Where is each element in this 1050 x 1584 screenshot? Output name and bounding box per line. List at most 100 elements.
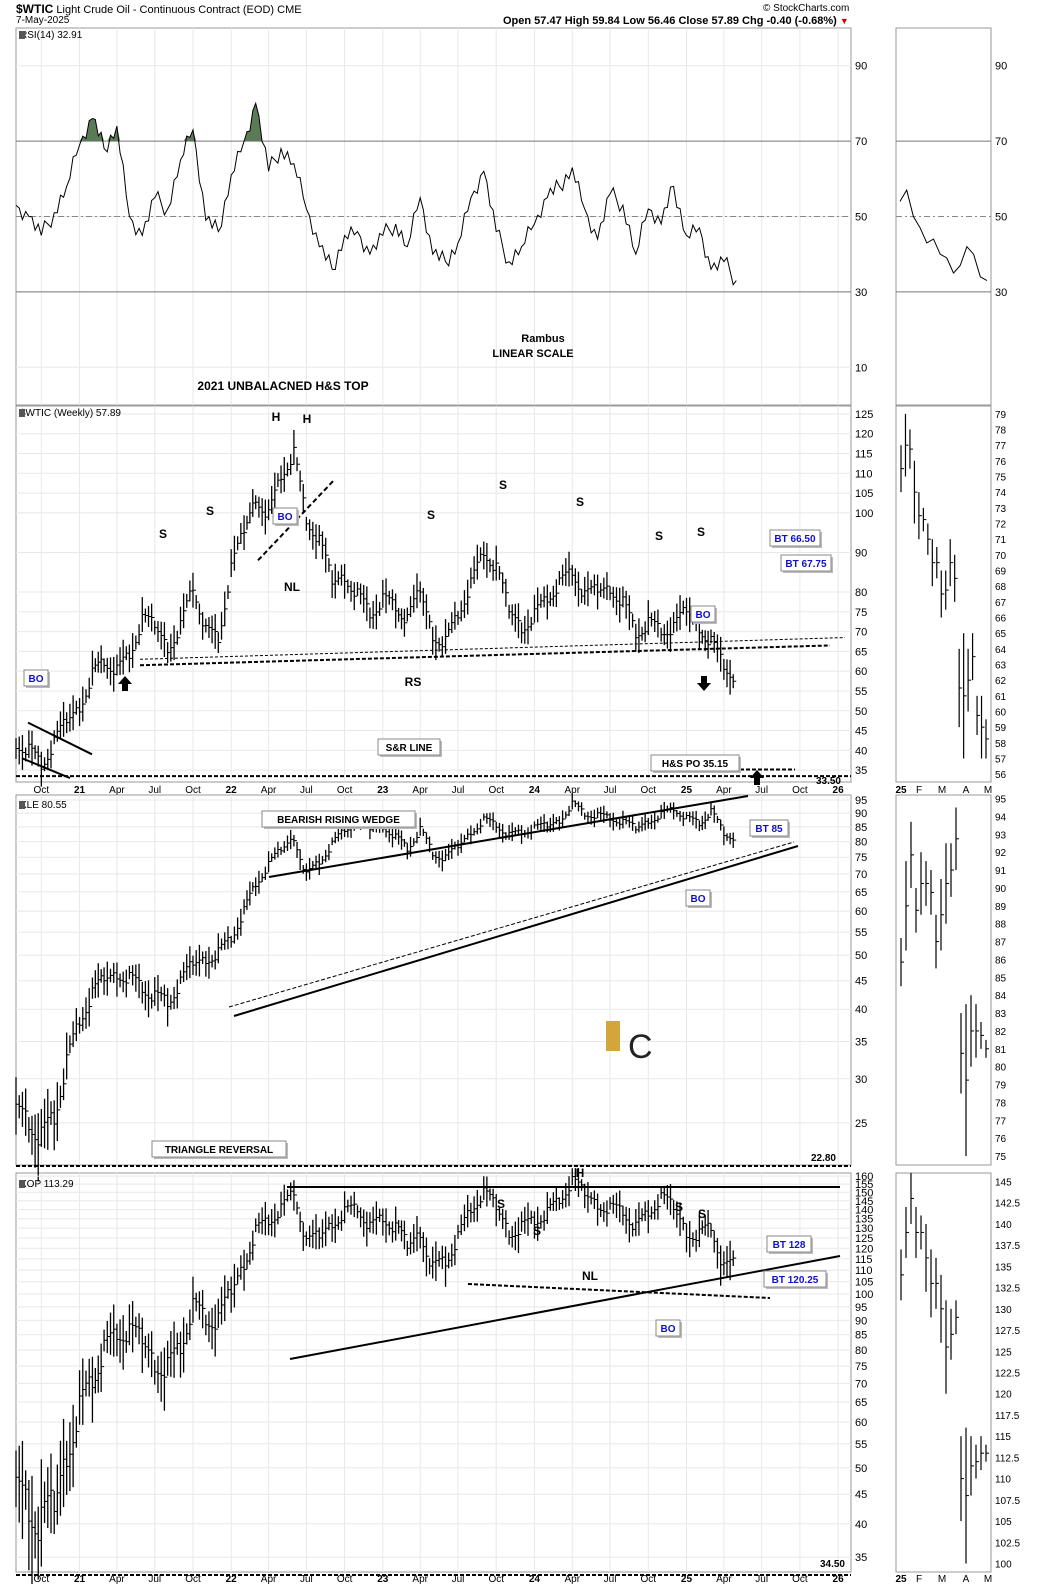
zoom-wtic-tick-label: 75 [995,473,1007,484]
xle-tick-label: 75 [855,852,867,864]
wtic-tick-label: 105 [855,488,873,500]
x-axis-label: Jul [604,785,617,796]
wtic-label-s: S [206,504,214,518]
annotation-linear-scale: LINEAR SCALE [492,348,573,360]
zoom-xle-tick-label: 85 [995,973,1007,984]
rsi-tick-label: 90 [855,61,867,73]
zoom-xop-tick-label: 115 [995,1432,1011,1443]
zoom-wtic-tick-label: 73 [995,504,1007,515]
x-axis-label: 23 [377,1574,389,1584]
rsi-legend-swatch [19,31,25,39]
zoom-xop-tick-label: 110 [995,1475,1011,1486]
x-axis-label: Apr [109,1574,125,1584]
wtic-hs-po: H&S PO 35.15 [662,759,729,770]
down-arrow-icon: ▼ [839,16,849,26]
xop-tick-label: 70 [855,1378,867,1390]
rsi-tick-label: 30 [855,287,867,299]
xle-tick-label: 70 [855,869,867,881]
rsi-series-line [15,101,737,286]
zoom-rsi-tick-label: 90 [995,61,1007,73]
up-arrow-icon-po [750,770,764,785]
x-axis-label: Oct [640,785,656,796]
xle-tick-label: 35 [855,1036,867,1048]
zoom-wtic-tick-label: 68 [995,582,1007,593]
zoom-wtic-tick-label: 62 [995,676,1007,687]
rsi-tick-label: 10 [855,362,867,374]
wtic-neckline [139,644,831,667]
xop-neckline [467,1283,771,1299]
xle-bt-85: BT 85 [755,824,783,835]
xle-wedge-bottom [233,845,799,1017]
zoom-xle-tick-label: 95 [995,795,1007,806]
wtic-label-s: S [576,495,584,509]
wtic-label-s: S [655,529,663,543]
chart-header-title: $WTIC Light Crude Oil - Continuous Contr… [16,2,302,16]
wtic-tick-label: 80 [855,587,867,599]
wtic-bo-2-box [690,605,716,623]
zoom-rsi-tick-label: 30 [995,287,1007,299]
zoom-wtic-tick-label: 64 [995,645,1007,656]
zoom-xop-tick-label: 142.5 [995,1199,1020,1210]
xop-tick-label: 60 [855,1417,867,1429]
x-axis-label: Oct [792,785,808,796]
xop-label-nl: NL [582,1269,598,1283]
zoom-wtic-tick-label: 58 [995,739,1007,750]
wtic-channel-bot [21,757,71,779]
xop-triangle-bottom [289,1255,841,1360]
zoom-xle-tick-label: 93 [995,830,1007,841]
rsi-overbought-fill [16,103,737,142]
zoom-xle-tick-label: 86 [995,955,1007,966]
x-axis-label: Jul [148,1574,161,1584]
wtic-tick-label: 45 [855,726,867,738]
zoom-xop-tick-label: 125 [995,1347,1012,1358]
xle-triangle-reversal-box [151,1140,287,1158]
zoom-wtic-tick-label: 71 [995,535,1007,546]
x-axis-label: Jul [452,1574,465,1584]
xop-level-3450: 34.50 [820,1559,845,1570]
wtic-bo-1: BO [278,512,293,523]
xle-bo: BO [691,894,706,905]
panel-frame-1 [15,405,852,783]
ohlc-readout: Open 57.47 High 59.84 Low 56.46 Close 57… [503,15,849,27]
xop-tick-label: 55 [855,1439,867,1451]
zoom-xle-tick-label: 75 [995,1152,1007,1163]
xle-tick-label: 30 [855,1074,867,1086]
zoom-xle-tick-label: 82 [995,1027,1007,1038]
x-axis-label: Oct [34,1574,50,1584]
xop-tick-label: 150 [855,1187,873,1199]
rsi-tick-label: 50 [855,212,867,224]
xop-tick-label: 160 [855,1171,873,1183]
x-axis-label: Oct [34,785,50,796]
zoom-wtic-tick-label: 59 [995,723,1007,734]
wtic-bt-6650-box [769,529,821,547]
exchange: CME [277,4,302,16]
down-arrow-icon [697,676,711,691]
xle-bearish-wedge: BEARISH RISING WEDGE [277,815,400,826]
zoom-x-axis-label: 25 [895,1574,907,1584]
xle-tick-label: 45 [855,976,867,988]
x-axis-label: Oct [488,1574,504,1584]
xop-tick-label: 100 [855,1289,873,1301]
xop-tick-label: 105 [855,1277,873,1289]
zoom-xop-tick-label: 112.5 [995,1453,1020,1464]
wtic-title: $WTIC (Weekly) 57.89 [20,408,121,419]
x-axis-label: Oct [185,785,201,796]
zoom-xle-tick-label: 76 [995,1134,1007,1145]
xop-label-h: H [576,1166,585,1180]
xop-tick-label: 155 [855,1179,873,1191]
xop-label-s: S [533,1224,541,1238]
wtic-hs-po-box [650,754,740,772]
x-axis-label: 23 [377,785,389,796]
xle-tick-label: 95 [855,795,867,807]
xop-label-s: S [675,1200,683,1214]
zoom-xop-tick-label: 135 [995,1262,1012,1273]
wtic-tick-label: 75 [855,607,867,619]
xop-tick-label: 140 [855,1205,873,1217]
xop-tick-label: 130 [855,1223,873,1235]
xop-tick-label: 90 [855,1315,867,1327]
xop-bt-128-box [766,1235,812,1253]
x-axis-label: 21 [74,785,86,796]
xle-tick-label: 40 [855,1004,867,1016]
zoom-xle-tick-label: 94 [995,812,1007,823]
